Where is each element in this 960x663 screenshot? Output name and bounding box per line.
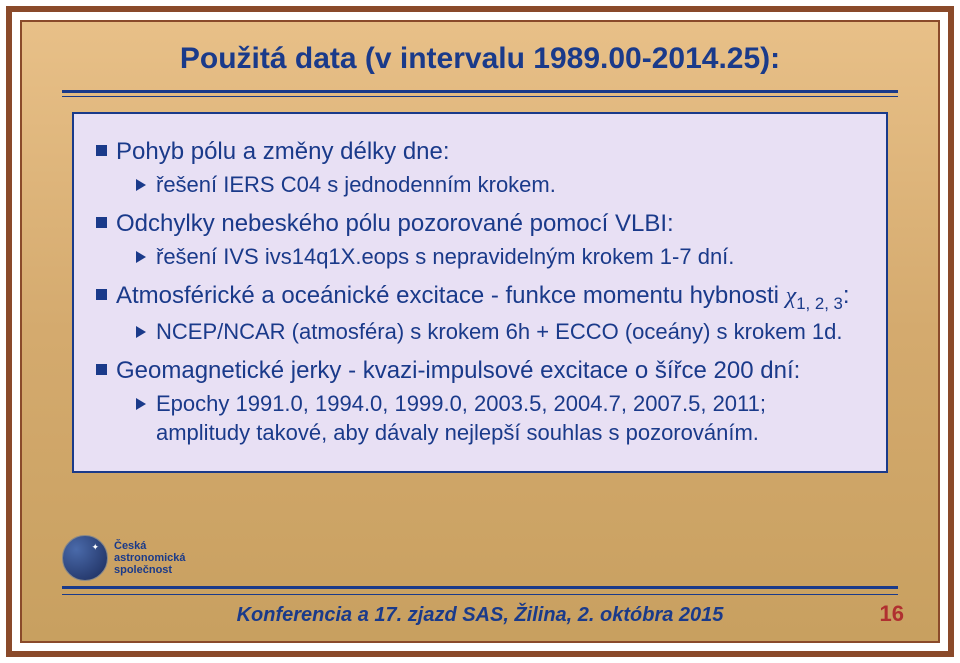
bullet-1: Pohyb pólu a změny délky dne:	[94, 136, 866, 167]
logo-line1: Česká	[114, 540, 186, 552]
footer-text: Konferencia a 17. zjazd SAS, Žilina, 2. …	[22, 604, 938, 627]
logo-planet-icon: ✦	[62, 535, 108, 581]
page-number: 16	[880, 601, 904, 627]
bullet-4: Geomagnetické jerky - kvazi-impulsové ex…	[94, 355, 866, 386]
chi-symbol: χ	[786, 283, 797, 309]
title-rule-thick	[62, 90, 898, 93]
title-rule-thin	[62, 96, 898, 97]
footer-rule-thick	[62, 586, 898, 589]
bullet-3: Atmosférické a oceánické excitace - funk…	[94, 280, 866, 315]
bullet-2: Odchylky nebeského pólu pozorované pomoc…	[94, 208, 866, 239]
slide-title: Použitá data (v intervalu 1989.00-2014.2…	[22, 42, 938, 76]
bullet-1-sub-1: řešení IERS C04 s jednodenním krokem.	[94, 171, 866, 200]
chi-subscript: 1, 2, 3	[796, 293, 843, 312]
footer-rule-thin	[62, 594, 898, 595]
bullet-4-sub-1: Epochy 1991.0, 1994.0, 1999.0, 2003.5, 2…	[94, 390, 866, 447]
inner-frame: Použitá data (v intervalu 1989.00-2014.2…	[20, 20, 940, 643]
logo: ✦ Česká astronomická společnost	[62, 535, 186, 581]
bullet-2-sub-1: řešení IVS ivs14q1X.eops s nepravidelným…	[94, 243, 866, 272]
slide: Použitá data (v intervalu 1989.00-2014.2…	[0, 0, 960, 663]
bullet-3-suffix: :	[843, 282, 850, 309]
outer-frame: Použitá data (v intervalu 1989.00-2014.2…	[6, 6, 954, 657]
logo-text: Česká astronomická společnost	[114, 540, 186, 576]
logo-star-icon: ✦	[91, 542, 99, 553]
logo-line2: astronomická	[114, 552, 186, 564]
logo-line3: společnost	[114, 564, 186, 576]
bullet-3-sub-1: NCEP/NCAR (atmosféra) s krokem 6h + ECCO…	[94, 318, 866, 347]
bullet-3-prefix: Atmosférické a oceánické excitace - funk…	[116, 282, 786, 309]
content-box: Pohyb pólu a změny délky dne: řešení IER…	[72, 112, 888, 473]
